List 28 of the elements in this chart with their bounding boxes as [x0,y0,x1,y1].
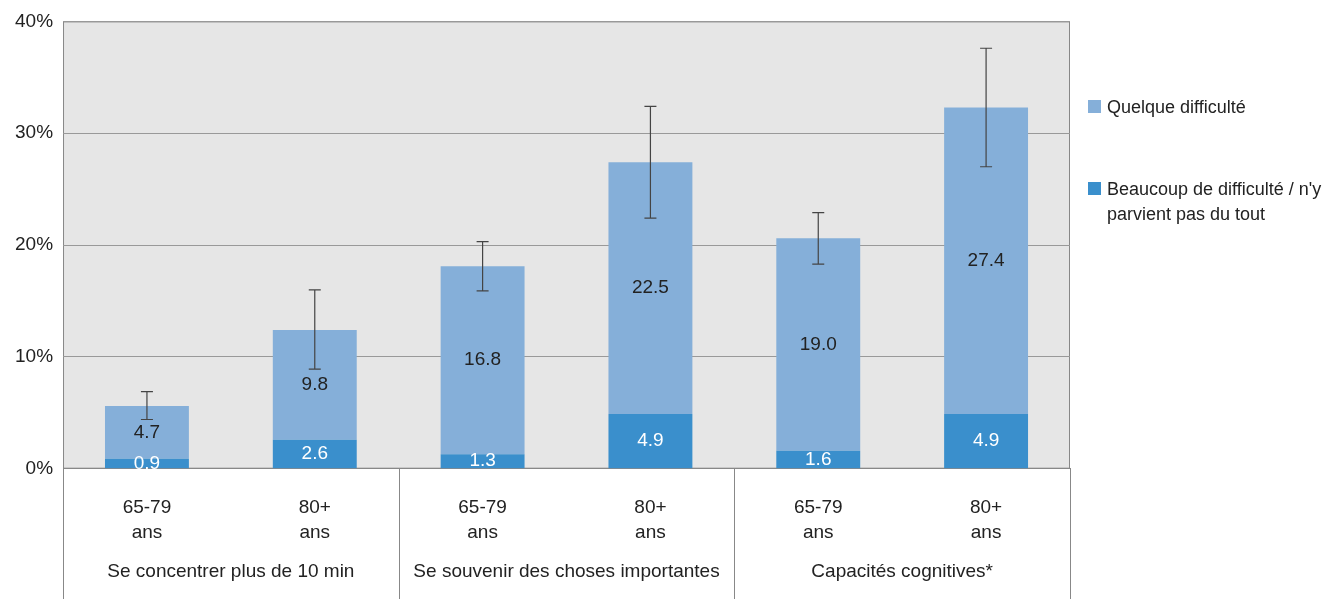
text: Se souvenir des choses importantes [413,559,720,581]
data-label: 19.0 [799,332,837,354]
x-tick-label: 65-79 ans [793,495,843,543]
y-tick-label: 30% [15,121,54,143]
data-label: 1.6 [805,447,832,469]
data-label: 4.9 [637,429,664,451]
data-label: 27.4 [967,248,1006,270]
text: Capacités cognitives* [811,559,994,581]
text: Se concentrer plus de 10 min [107,559,355,581]
y-tick-label: 40% [15,9,54,31]
x-tick-label: 80+ ans [634,495,667,543]
data-label: 2.6 [301,442,328,464]
y-tick-label: 10% [15,345,54,367]
x-tick-label: 80+ ans [969,495,1003,543]
data-label: 22.5 [631,276,669,298]
legend-label: Beaucoup de difficulté / n'y parvient pas du tout [1107,178,1323,226]
y-tick-label: 0% [25,456,54,478]
data-label: 0.9 [133,451,161,473]
data-label: 9.8 [301,373,328,395]
data-label: 16.8 [464,348,502,370]
data-label: 1.3 [469,449,496,471]
data-label: 4.9 [972,429,1000,451]
x-tick-label: 65-79 ans [458,495,507,543]
x-tick-label: 65-79 ans [122,495,172,543]
data-label: 4.7 [133,420,161,442]
x-tick-label: 80+ ans [298,495,331,543]
y-tick-label: 20% [15,233,54,255]
legend-label: Quelque difficulté [1107,96,1246,119]
